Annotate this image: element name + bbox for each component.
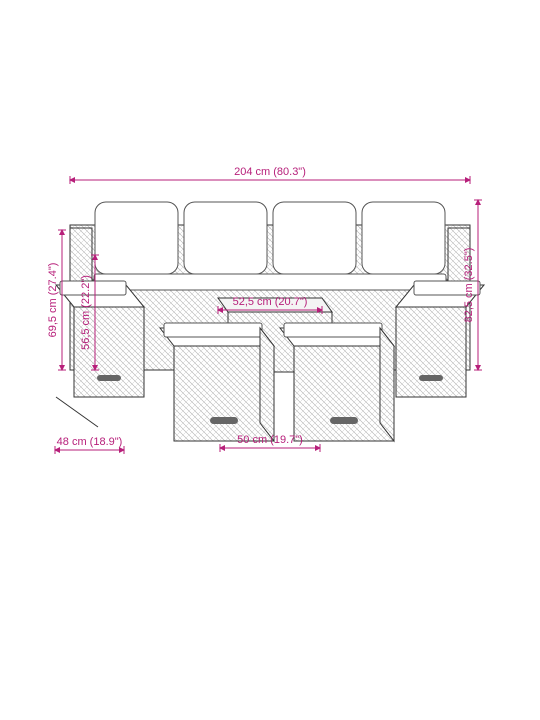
ottoman-front-face <box>174 346 274 441</box>
ottoman-side-left <box>56 281 144 397</box>
back-pillow <box>95 202 178 274</box>
ottoman-side-front <box>396 307 466 397</box>
ottoman-side-face <box>260 328 274 441</box>
dimension-label: 82,5 cm (32.5") <box>463 248 475 323</box>
ottoman-slot <box>330 417 358 424</box>
dimension-label: 69,5 cm (27.4") <box>47 263 59 338</box>
ottoman-side-face <box>380 328 394 441</box>
dimension-height_arm: 69,5 cm (27.4") <box>47 230 66 370</box>
dimension-label: 56,5 cm (22.2") <box>80 275 92 350</box>
back-pillow <box>273 202 356 274</box>
ottoman-slot <box>97 375 121 381</box>
floor-edge <box>56 397 98 427</box>
seat-cushion-strip <box>94 274 446 290</box>
back-pillow <box>184 202 267 274</box>
ottoman-front-face <box>294 346 394 441</box>
ottoman-front <box>160 323 274 441</box>
ottoman-front <box>280 323 394 441</box>
dimension-label: 50 cm (19.7") <box>237 434 303 446</box>
dimension-depth: 48 cm (18.9") <box>55 436 124 454</box>
dimension-label: 204 cm (80.3") <box>234 166 306 178</box>
dimension-width_total: 204 cm (80.3") <box>70 166 470 184</box>
ottoman-cushion <box>60 281 126 295</box>
ottoman-slot <box>210 417 238 424</box>
dimension-label: 52,5 cm (20.7") <box>233 296 308 308</box>
back-pillow <box>362 202 445 274</box>
ottoman-cushion <box>164 323 262 337</box>
dimension-label: 48 cm (18.9") <box>57 436 123 448</box>
ottoman-cushion <box>284 323 382 337</box>
ottoman-slot <box>419 375 443 381</box>
